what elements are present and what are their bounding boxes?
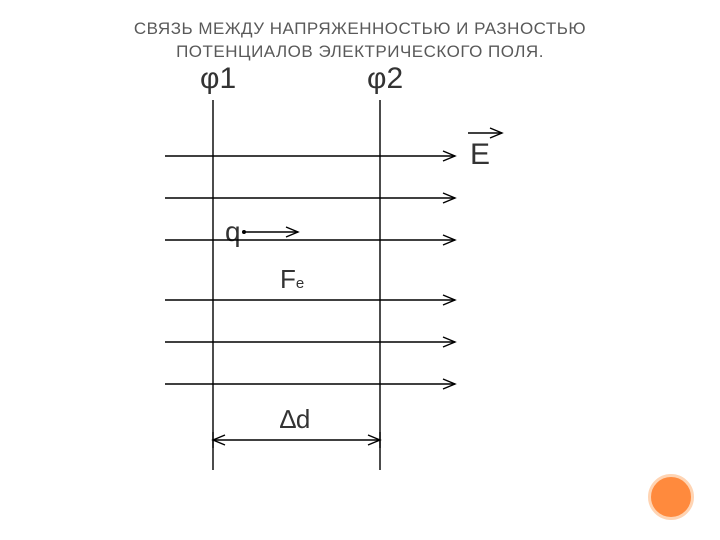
accent-circle-icon [648,474,694,520]
slide: СВЯЗЬ МЕЖДУ НАПРЯЖЕННОСТЬЮ И РАЗНОСТЬЮ П… [0,0,720,540]
field-diagram [0,0,720,540]
